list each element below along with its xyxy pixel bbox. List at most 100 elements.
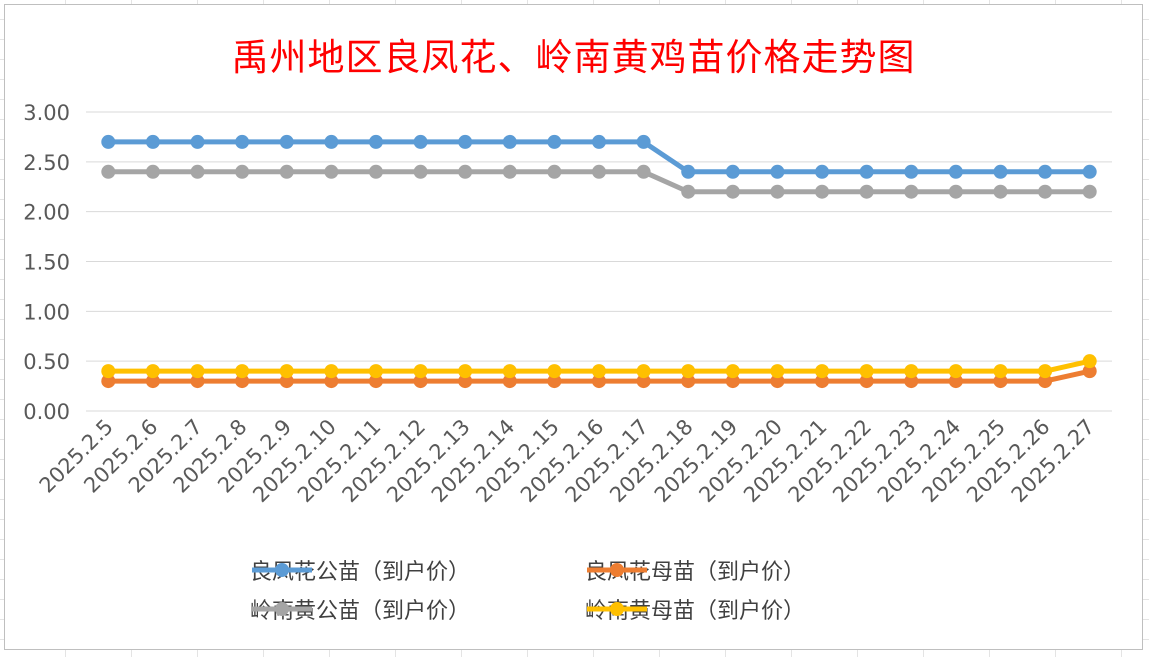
series-2-point — [592, 164, 606, 179]
series-0-point — [145, 134, 160, 149]
series-2-point — [190, 164, 205, 179]
series-0-point — [190, 134, 205, 149]
series-1-point — [458, 374, 473, 389]
series-1-point — [1082, 364, 1097, 379]
series-1-point — [368, 374, 383, 389]
series-1-point — [324, 374, 339, 389]
y-tick-label: 0.00 — [23, 400, 70, 424]
series-1-point — [993, 374, 1008, 389]
legend-item-lnh-female: 岭南黄母苗（到户价） — [585, 595, 805, 624]
series-0-point — [993, 164, 1008, 179]
series-3-point — [1038, 364, 1053, 379]
series-1-point — [235, 374, 250, 389]
series-3-point — [324, 364, 339, 379]
series-3-point — [235, 364, 250, 379]
series-3-point — [815, 364, 830, 379]
series-1-point — [592, 374, 606, 389]
series-0-point — [904, 164, 919, 179]
y-tick-label: 2.00 — [23, 201, 70, 225]
series-2-point — [547, 164, 562, 179]
series-2-point — [279, 164, 294, 179]
series-1-point — [859, 374, 874, 389]
series-3-point — [1082, 354, 1097, 369]
series-0-point — [725, 164, 740, 179]
series-2-point — [770, 184, 785, 199]
series-2-point — [681, 184, 696, 199]
series-3-point — [502, 364, 517, 379]
series-1-point — [502, 374, 517, 389]
series-2-point — [993, 184, 1008, 199]
series-2-point — [1038, 184, 1053, 199]
series-0-point — [368, 134, 383, 149]
series-2-point — [1082, 184, 1097, 199]
series-0-point — [859, 164, 874, 179]
series-0-point — [324, 134, 339, 149]
series-0-point — [279, 134, 294, 149]
series-3-point — [279, 364, 294, 379]
y-tick-label: 1.50 — [23, 251, 70, 275]
series-3-point — [413, 364, 428, 379]
series-3-point — [145, 364, 160, 379]
legend-swatch-lnh-male — [252, 602, 312, 616]
series-1-point — [636, 374, 651, 389]
series-0-point — [1082, 164, 1097, 179]
series-2-point — [413, 164, 428, 179]
series-1-point — [1038, 374, 1053, 389]
series-1-point — [681, 374, 696, 389]
y-tick-label: 2.50 — [23, 151, 70, 175]
y-tick-label: 1.00 — [23, 300, 70, 324]
series-0-point — [502, 134, 517, 149]
series-3-point — [681, 364, 696, 379]
series-1-point — [725, 374, 740, 389]
series-2-point — [636, 164, 651, 179]
series-2-point — [324, 164, 339, 179]
series-3-point — [725, 364, 740, 379]
series-1-point — [145, 374, 160, 389]
chart-title: 禹州地区良凤花、岭南黄鸡苗价格走势图 — [231, 36, 916, 79]
series-2-point — [458, 164, 473, 179]
series-1-point — [770, 374, 785, 389]
series-2-point — [368, 164, 383, 179]
series-2-point — [235, 164, 250, 179]
series-0-point — [235, 134, 250, 149]
series-1-point — [904, 374, 919, 389]
series-0-point — [770, 164, 785, 179]
series-0-point — [547, 134, 562, 149]
legend-swatch-lnh-female — [587, 602, 647, 616]
legend-swatch-lfh-male — [252, 563, 312, 577]
series-0-point — [948, 164, 963, 179]
series-0-point — [101, 134, 116, 149]
y-tick-label: 3.00 — [23, 101, 70, 125]
series-3-point — [101, 364, 116, 379]
series-0-point — [815, 164, 830, 179]
series-3-point — [859, 364, 874, 379]
series-1-point — [190, 374, 205, 389]
series-3-point — [948, 364, 963, 379]
series-0-point — [681, 164, 696, 179]
series-2-point — [145, 164, 160, 179]
y-tick-label: 0.50 — [23, 350, 70, 374]
series-3-point — [458, 364, 473, 379]
series-3-point — [592, 364, 606, 379]
series-3-point — [368, 364, 383, 379]
series-0-point — [413, 134, 428, 149]
series-1-point — [815, 374, 830, 389]
series-1-point — [547, 374, 562, 389]
series-1-point — [101, 374, 116, 389]
series-3-point — [770, 364, 785, 379]
series-2-point — [859, 184, 874, 199]
legend-item-lnh-male: 岭南黄公苗（到户价） — [250, 595, 470, 624]
series-2-point — [948, 184, 963, 199]
series-2-point — [815, 184, 830, 199]
series-2-point — [904, 184, 919, 199]
series-1-point — [279, 374, 294, 389]
series-0-point — [636, 134, 651, 149]
series-0-point — [592, 134, 606, 149]
series-3-point — [190, 364, 205, 379]
series-2-point — [101, 164, 116, 179]
series-1-point — [948, 374, 963, 389]
series-3-point — [547, 364, 562, 379]
legend-item-lfh-female: 良凤花母苗（到户价） — [585, 556, 805, 585]
series-3-point — [636, 364, 651, 379]
series-0-point — [1038, 164, 1053, 179]
